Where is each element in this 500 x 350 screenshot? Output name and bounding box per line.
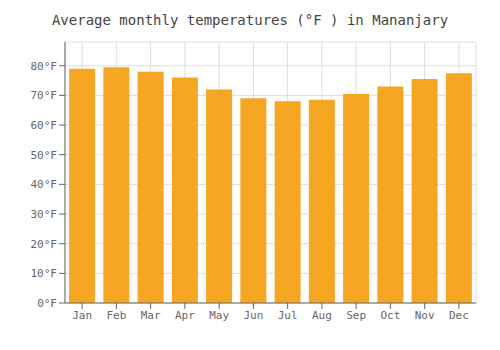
svg-text:30°F: 30°F [31,208,58,221]
svg-text:Feb: Feb [106,309,126,322]
svg-text:Apr: Apr [175,309,195,322]
svg-text:20°F: 20°F [31,238,58,251]
svg-text:40°F: 40°F [31,178,58,191]
svg-text:Jun: Jun [243,309,263,322]
svg-text:Jul: Jul [278,309,298,322]
svg-text:Sep: Sep [346,309,366,322]
svg-text:Jan: Jan [72,309,92,322]
svg-text:50°F: 50°F [31,149,58,162]
svg-text:May: May [209,309,229,322]
svg-text:Oct: Oct [380,309,400,322]
svg-text:10°F: 10°F [31,267,58,280]
svg-text:Mar: Mar [141,309,161,322]
html-text:Average monthly temperatures (: Average monthly temperatures (°F ) in Ma… [51,12,449,28]
svg-text:Aug: Aug [312,309,332,322]
svg-text:Dec: Dec [449,309,469,322]
svg-text:0°F: 0°F [37,297,57,310]
svg-text:80°F: 80°F [31,60,58,73]
svg-text:60°F: 60°F [31,119,58,132]
svg-text:70°F: 70°F [31,89,58,102]
svg-text:Nov: Nov [415,309,435,322]
